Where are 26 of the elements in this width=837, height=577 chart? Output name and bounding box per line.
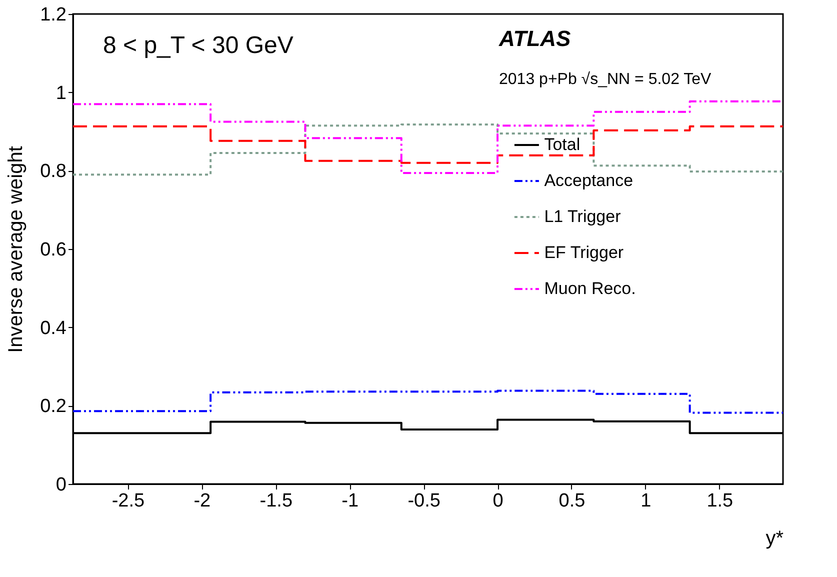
x-tick-label: -1.5: [260, 490, 293, 512]
legend-label: L1 Trigger: [544, 207, 622, 226]
x-tick-label: 1.5: [706, 490, 734, 512]
x-tick-label: -2.5: [112, 490, 145, 512]
annotation: ATLAS: [498, 26, 572, 51]
legend-label: Total: [544, 135, 580, 154]
legend-label: Muon Reco.: [544, 279, 636, 298]
legend-label: EF Trigger: [544, 243, 624, 262]
x-tick-label: -0.5: [408, 490, 440, 512]
annotation: 2013 p+Pb √s_NN = 5.02 TeV: [499, 71, 712, 88]
x-tick-label: 0: [492, 490, 504, 512]
y-axis-title: Inverse average weight: [5, 146, 28, 353]
x-tick-label: 1: [640, 490, 652, 512]
legend-label: Acceptance: [544, 171, 634, 190]
x-tick-label: 0.5: [558, 490, 586, 512]
x-axis-title: y*: [766, 528, 784, 550]
y-tick-label: 0.2: [40, 396, 66, 418]
y-tick-label: 0: [56, 474, 66, 496]
y-tick-label: 1.2: [40, 4, 66, 26]
x-tick-label: -1: [342, 490, 359, 512]
y-tick-label: 0.8: [40, 161, 66, 182]
y-tick-label: 1: [56, 82, 66, 104]
y-tick-label: 0.4: [40, 318, 67, 339]
y-tick-label: 0.6: [40, 240, 66, 260]
x-tick-label: -2: [194, 490, 211, 512]
annotation: 8 < p_T < 30 GeV: [103, 32, 294, 59]
